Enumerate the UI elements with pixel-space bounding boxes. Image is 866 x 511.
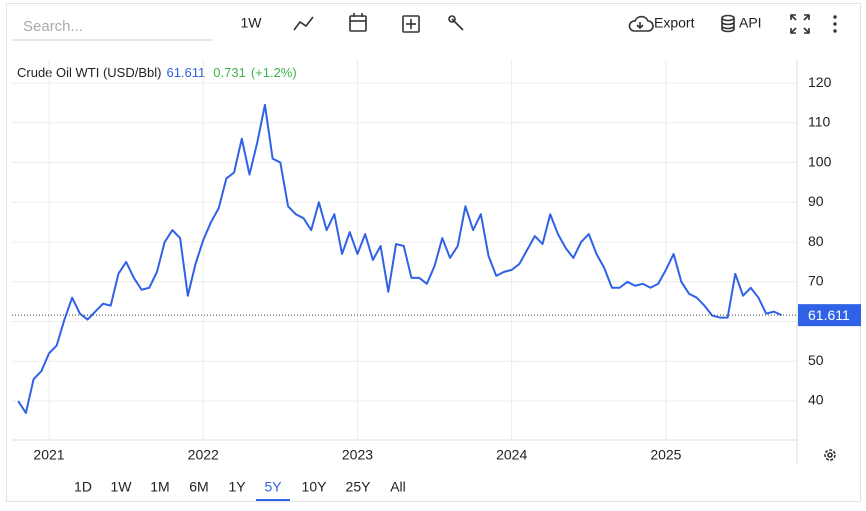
chart-header: Crude Oil WTI (USD/Bbl) 61.611 0.731 (+1.2%…: [17, 65, 297, 80]
x-tick-label: 2025: [650, 447, 681, 463]
add-icon[interactable]: [402, 15, 420, 33]
x-tick-label: 2022: [188, 447, 219, 463]
x-tick-label: 2024: [496, 447, 527, 463]
calendar-icon[interactable]: [349, 13, 367, 32]
export-icon[interactable]: [628, 15, 654, 32]
menu-icon[interactable]: [833, 15, 837, 33]
change-percent: (+1.2%): [251, 65, 297, 80]
range-button[interactable]: 25Y: [346, 479, 372, 495]
range-button[interactable]: 1D: [74, 479, 92, 495]
range-active-underline: [256, 499, 290, 501]
y-tick-label: 100: [808, 153, 832, 169]
chart-title: Crude Oil WTI (USD/Bbl): [17, 65, 161, 80]
widget-border: [6, 3, 861, 502]
y-tick-label: 110: [808, 114, 831, 130]
range-button[interactable]: 6M: [189, 479, 208, 495]
fullscreen-icon[interactable]: [790, 14, 810, 34]
change: 0.731: [213, 65, 246, 80]
settings-tool-icon[interactable]: [448, 15, 464, 31]
chart-type-icon[interactable]: [293, 16, 314, 31]
range-button[interactable]: 5Y: [264, 479, 282, 495]
y-tick-label: 50: [808, 352, 824, 368]
x-tick-label: 2023: [342, 447, 373, 463]
y-tick-label: 80: [808, 233, 824, 249]
y-tick-label: 70: [808, 273, 824, 289]
api-icon[interactable]: [721, 14, 735, 33]
y-tick-label: 120: [808, 74, 832, 90]
range-button[interactable]: All: [390, 479, 406, 495]
gear-icon[interactable]: [824, 449, 836, 461]
range-button[interactable]: 1M: [150, 479, 169, 495]
y-tick-label: 90: [808, 193, 824, 209]
range-button[interactable]: 1W: [111, 479, 133, 495]
x-tick-label: 2021: [33, 447, 64, 463]
last-value: 61.611: [166, 65, 205, 80]
search-box[interactable]: Search...: [23, 18, 83, 35]
last-value-tag-label: 61.611: [808, 307, 850, 323]
price-line: [17, 103, 782, 414]
api-button[interactable]: API: [739, 15, 762, 31]
export-button[interactable]: Export: [654, 15, 695, 31]
interval-button[interactable]: 1W: [241, 15, 263, 31]
range-button[interactable]: 10Y: [302, 479, 328, 495]
last-value-tag: [798, 304, 861, 327]
y-tick-label: 40: [808, 392, 824, 408]
range-button[interactable]: 1Y: [228, 479, 246, 495]
